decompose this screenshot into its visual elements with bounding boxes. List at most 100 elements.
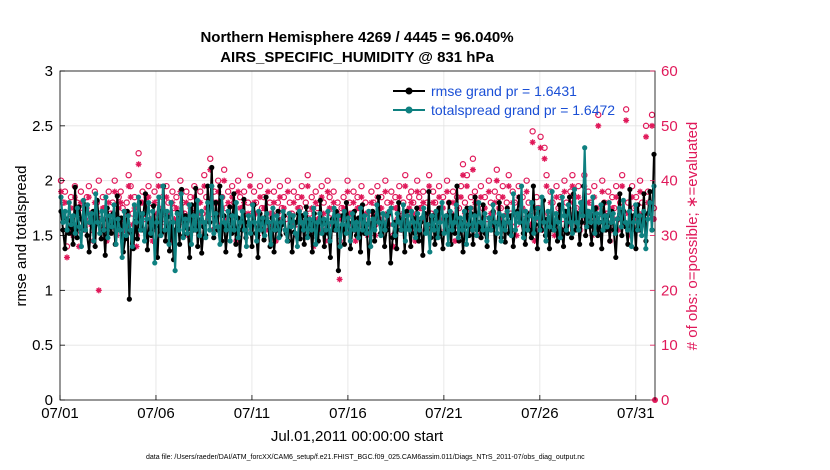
series-point xyxy=(95,219,101,225)
obs-possible-point xyxy=(505,171,512,179)
obs-evaluated-point xyxy=(294,205,301,212)
obs-possible-point xyxy=(636,177,644,184)
series-point xyxy=(254,238,260,244)
series-point xyxy=(319,230,325,236)
x-tick-label-2: 07/11 xyxy=(234,405,270,422)
series-point xyxy=(62,208,68,214)
y-right-tick-label-1: 10 xyxy=(661,337,678,354)
series-point xyxy=(559,194,565,200)
obs-evaluated-point xyxy=(135,161,142,168)
obs-possible-point xyxy=(408,188,415,195)
obs-possible-point xyxy=(169,188,176,195)
obs-possible-point xyxy=(228,182,236,190)
obs-possible-point xyxy=(599,177,606,184)
obs-possible-point xyxy=(402,171,409,179)
series-point xyxy=(68,221,74,228)
obs-evaluated-point xyxy=(171,216,178,223)
obs-evaluated-point xyxy=(155,183,162,190)
series-point xyxy=(311,205,317,211)
series-point xyxy=(478,219,484,225)
obs-evaluated-point xyxy=(266,210,273,217)
obs-evaluated-point xyxy=(643,133,650,140)
obs-possible-point xyxy=(642,122,650,130)
series-point xyxy=(404,213,411,219)
series-point xyxy=(111,202,117,208)
legend-spread-label: totalspread grand pr = 1.6472 xyxy=(431,102,615,118)
obs-evaluated-point xyxy=(125,183,132,190)
series-point xyxy=(382,227,388,233)
series-point xyxy=(463,241,470,247)
series-point xyxy=(547,224,553,230)
series-point xyxy=(164,208,170,214)
series-point xyxy=(211,230,217,236)
data-file-footer: data file: /Users/raeder/DAI/ATM_forcXX/… xyxy=(146,454,585,461)
series-point xyxy=(98,236,104,242)
obs-evaluated-point xyxy=(133,243,140,250)
obs-evaluated-point xyxy=(117,199,124,206)
series-point xyxy=(223,227,229,233)
obs-possible-point xyxy=(591,182,598,190)
series-point xyxy=(533,215,539,221)
obs-evaluated-point xyxy=(420,199,427,206)
series-point xyxy=(215,224,221,230)
series-point xyxy=(196,232,203,239)
series-point xyxy=(408,243,414,250)
series-point xyxy=(304,235,311,241)
series-point xyxy=(584,224,590,230)
obs-evaluated-point xyxy=(127,194,134,201)
series-point xyxy=(66,200,72,206)
series-point xyxy=(166,248,173,254)
series-point xyxy=(280,208,286,214)
series-point xyxy=(343,200,350,206)
obs-possible-point xyxy=(256,182,264,190)
series-point xyxy=(408,208,415,214)
y-tick-label-1: 0.5 xyxy=(32,337,53,354)
series-point xyxy=(178,191,184,197)
obs-evaluated-point xyxy=(412,237,419,244)
series-point xyxy=(480,202,486,208)
obs-possible-point xyxy=(284,177,292,184)
series-point xyxy=(274,213,280,219)
obs-possible-point xyxy=(145,182,152,190)
series-point xyxy=(353,219,360,225)
series-point xyxy=(502,239,508,245)
obs-evaluated-point xyxy=(505,183,512,190)
series-point xyxy=(453,202,459,208)
obs-evaluated-point xyxy=(304,183,311,190)
series-point xyxy=(478,235,484,241)
series-point xyxy=(205,200,211,206)
obs-possible-point xyxy=(215,177,222,184)
obs-evaluated-point xyxy=(284,188,291,195)
series-point xyxy=(376,219,382,225)
series-point xyxy=(233,241,239,247)
series-point xyxy=(618,224,624,230)
series-point xyxy=(182,216,188,222)
obs-possible-point xyxy=(469,155,477,162)
series-point xyxy=(390,221,396,228)
obs-possible-point xyxy=(605,188,612,195)
series-point xyxy=(433,208,439,214)
series-point xyxy=(109,224,115,230)
series-point xyxy=(137,227,144,233)
series-point xyxy=(255,254,261,261)
obs-evaluated-point xyxy=(105,199,112,206)
series-point xyxy=(335,213,341,219)
series-point xyxy=(323,227,329,233)
series-point xyxy=(365,260,372,266)
series-point xyxy=(152,260,158,266)
series-point xyxy=(357,249,364,255)
series-point xyxy=(213,200,219,206)
obs-evaluated-point xyxy=(613,194,620,201)
series-point xyxy=(586,208,592,214)
series-point xyxy=(170,219,176,225)
obs-possible-point xyxy=(499,182,506,190)
obs-evaluated-point xyxy=(436,194,443,201)
series-point xyxy=(286,210,292,217)
series-point xyxy=(406,227,413,233)
obs-possible-point xyxy=(388,188,395,195)
series-point xyxy=(194,197,201,204)
series-point xyxy=(590,194,596,200)
series-point xyxy=(460,249,466,255)
series-point xyxy=(440,246,446,252)
y-tick-label-2: 1 xyxy=(45,282,53,299)
